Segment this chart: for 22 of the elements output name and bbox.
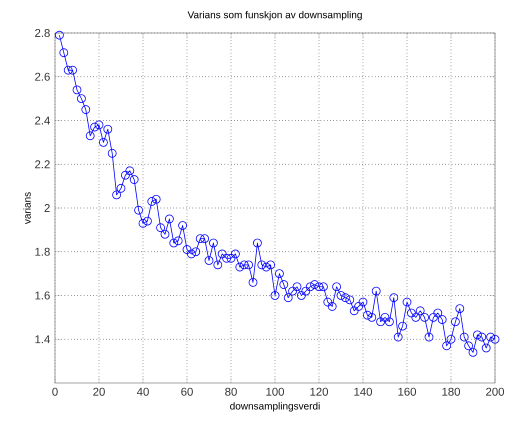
- x-tick-label: 0: [52, 388, 58, 396]
- y-tick-label: 1.6: [35, 291, 50, 300]
- y-tick-label: 2.6: [35, 72, 50, 81]
- x-tick-label: 60: [181, 388, 193, 396]
- x-tick-label: 80: [225, 388, 237, 396]
- x-axis-title: downsamplingsverdi: [230, 402, 320, 412]
- x-tick-label: 100: [266, 388, 284, 396]
- y-tick-label: 2: [44, 204, 50, 212]
- x-tick-label: 40: [136, 388, 149, 396]
- chart-title: Varians som funskjon av downsampling: [188, 10, 362, 20]
- x-tick-label: 20: [93, 388, 105, 396]
- y-tick-label: 2.8: [35, 28, 50, 37]
- x-tick-label: 140: [354, 388, 372, 396]
- y-axis-title: varians: [23, 192, 31, 224]
- y-tick-label: 1.8: [35, 248, 50, 256]
- y-tick-label: 2.2: [35, 160, 50, 168]
- x-tick-label: 180: [442, 388, 460, 396]
- y-tick-label: 1.4: [35, 335, 50, 344]
- x-tick-label: 160: [398, 388, 416, 396]
- x-tick-label: 200: [486, 388, 504, 396]
- x-tick-label: 120: [310, 388, 328, 396]
- y-tick-label: 2.4: [35, 116, 50, 124]
